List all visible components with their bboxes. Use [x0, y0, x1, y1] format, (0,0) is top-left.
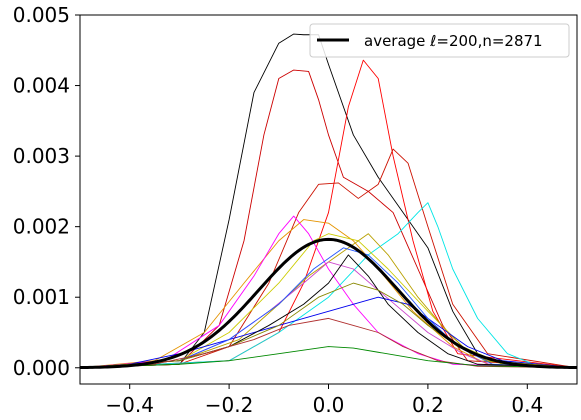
x-tick-label: 0.2	[412, 393, 444, 417]
legend: average ℓ=200,n=2871	[309, 23, 570, 58]
series-layer	[79, 33, 578, 369]
y-tick-label: 0.000	[13, 356, 70, 380]
x-tick-label: −0.2	[205, 393, 254, 417]
y-tick-label: 0.002	[13, 215, 70, 239]
series-line-1	[79, 33, 578, 369]
series-line-4	[79, 148, 578, 369]
y-tick-label: 0.005	[13, 3, 70, 27]
series-line-8	[79, 233, 578, 369]
series-line-2	[79, 69, 578, 369]
series-line-16	[79, 346, 578, 369]
average-line	[79, 237, 578, 370]
x-tick-label: 0.4	[511, 393, 543, 417]
series-line-9	[79, 215, 578, 369]
plot-frame	[79, 14, 578, 385]
legend-box	[309, 23, 570, 58]
x-tick-label: −0.4	[105, 393, 154, 417]
series-line-5	[79, 202, 578, 369]
average-layer	[79, 237, 578, 370]
series-line-12	[79, 247, 578, 369]
series-line-6	[79, 219, 578, 369]
axes-layer: −0.4 −0.2 0.0 0.2 0.4 0.000 0.001 0.002 0.003 0.0…	[13, 3, 543, 417]
y-tick-label: 0.001	[13, 285, 70, 309]
series-line-11	[79, 296, 578, 369]
series-line-10	[79, 261, 578, 369]
y-tick-label: 0.004	[13, 74, 70, 98]
series-line-14	[79, 282, 578, 369]
x-tick-label: 0.0	[313, 393, 345, 417]
y-tick-label: 0.003	[13, 144, 70, 168]
legend-label: average ℓ=200,n=2871	[364, 32, 543, 50]
series-line-3	[79, 59, 578, 369]
series-line-15	[79, 317, 578, 369]
